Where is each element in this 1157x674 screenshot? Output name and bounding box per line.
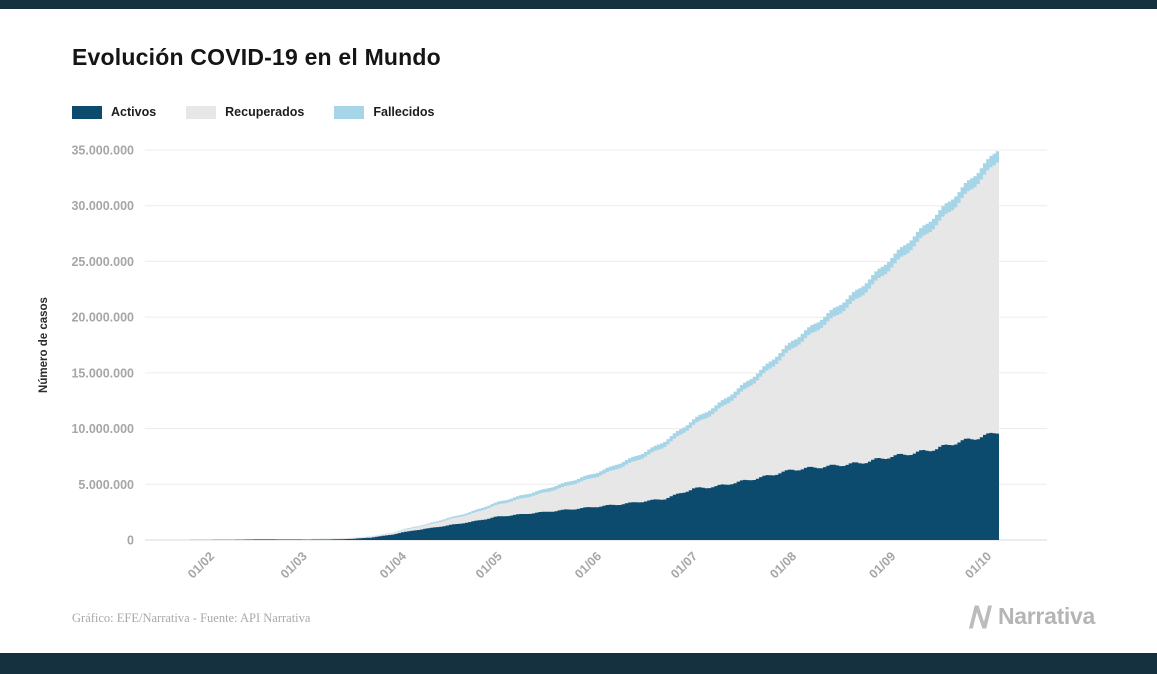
x-axis-tick-label: 01/06 xyxy=(572,549,604,581)
legend-swatch-activos xyxy=(72,105,102,119)
x-axis-tick-label: 01/02 xyxy=(185,549,217,581)
legend-item-activos: Activos xyxy=(72,105,156,119)
legend-label-recuperados: Recuperados xyxy=(225,105,305,119)
legend-item-recuperados: Recuperados xyxy=(186,105,304,119)
legend-item-fallecidos: Fallecidos xyxy=(334,105,435,119)
y-axis-tick-label: 5.000.000 xyxy=(78,478,134,492)
y-axis-tick-label: 15.000.000 xyxy=(71,366,134,380)
x-axis-tick-label: 01/03 xyxy=(278,549,310,581)
brand-logo: Narrativa xyxy=(967,603,1095,630)
legend-swatch-recuperados xyxy=(186,105,217,119)
legend-label-activos: Activos xyxy=(111,105,157,119)
y-axis-tick-label: 35.000.000 xyxy=(71,144,134,158)
legend-label-fallecidos: Fallecidos xyxy=(373,105,435,119)
y-axis-tick-label: 10.000.000 xyxy=(71,422,134,436)
y-axis-tick-label: 0 xyxy=(127,534,134,548)
top-accent-bar xyxy=(0,0,1157,9)
area-recuperados xyxy=(177,162,999,541)
bottom-accent-bar xyxy=(0,653,1157,674)
y-axis-tick-label: 25.000.000 xyxy=(71,255,134,269)
x-axis-tick-label: 01/05 xyxy=(473,549,505,581)
y-axis-tick-label: 30.000.000 xyxy=(71,199,134,213)
brand-name: Narrativa xyxy=(997,603,1095,629)
footer-credit: Gráfico: EFE/Narrativa - Fuente: API Nar… xyxy=(72,611,311,625)
x-axis-tick-label: 01/08 xyxy=(767,549,799,581)
legend: Activos Recuperados Fallecidos xyxy=(72,105,435,119)
legend-swatch-fallecidos xyxy=(334,105,365,119)
y-axis-title: Número de casos xyxy=(38,297,50,393)
x-axis-tick-label: 01/09 xyxy=(866,549,898,581)
x-axis-tick-label: 01/07 xyxy=(668,549,700,581)
area-activos xyxy=(177,432,999,540)
chart-title: Evolución COVID-19 en el Mundo xyxy=(72,44,441,70)
x-axis-tick-label: 01/10 xyxy=(962,549,994,581)
narrativa-logo-icon xyxy=(968,604,992,629)
y-axis-tick-label: 20.000.000 xyxy=(71,311,134,325)
x-axis-tick-label: 01/04 xyxy=(377,549,409,581)
